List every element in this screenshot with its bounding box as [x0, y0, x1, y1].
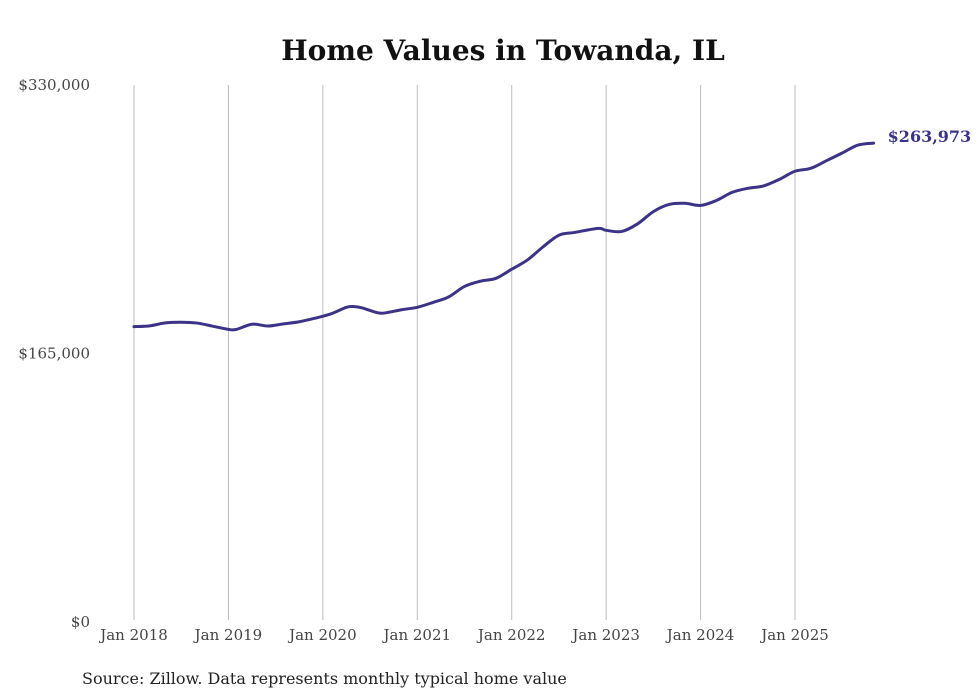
y-tick-label: $0 — [71, 613, 90, 631]
x-tick-label: Jan 2023 — [570, 626, 640, 644]
x-tick-label: Jan 2022 — [476, 626, 546, 644]
x-tick-label: Jan 2024 — [665, 626, 735, 644]
x-tick-label: Jan 2021 — [382, 626, 452, 644]
y-axis-ticks: $0 $165,000 $330,000 — [18, 76, 90, 631]
y-tick-label: $165,000 — [18, 345, 90, 363]
x-tick-label: Jan 2020 — [287, 626, 357, 644]
x-tick-label: Jan 2018 — [98, 626, 168, 644]
y-tick-label: $330,000 — [18, 76, 90, 94]
series-line-home-value — [132, 141, 876, 332]
x-axis-ticks: Jan 2018 Jan 2019 Jan 2020 Jan 2021 Jan 2022… — [98, 626, 829, 644]
x-tick-label: Jan 2019 — [193, 626, 263, 644]
x-tick-label: Jan 2025 — [759, 626, 829, 644]
chart-title: Home Values in Towanda, IL — [281, 34, 725, 67]
end-value-label: $263,973 — [888, 127, 972, 146]
gridlines — [133, 85, 796, 620]
source-note: Source: Zillow. Data represents monthly … — [82, 669, 567, 688]
